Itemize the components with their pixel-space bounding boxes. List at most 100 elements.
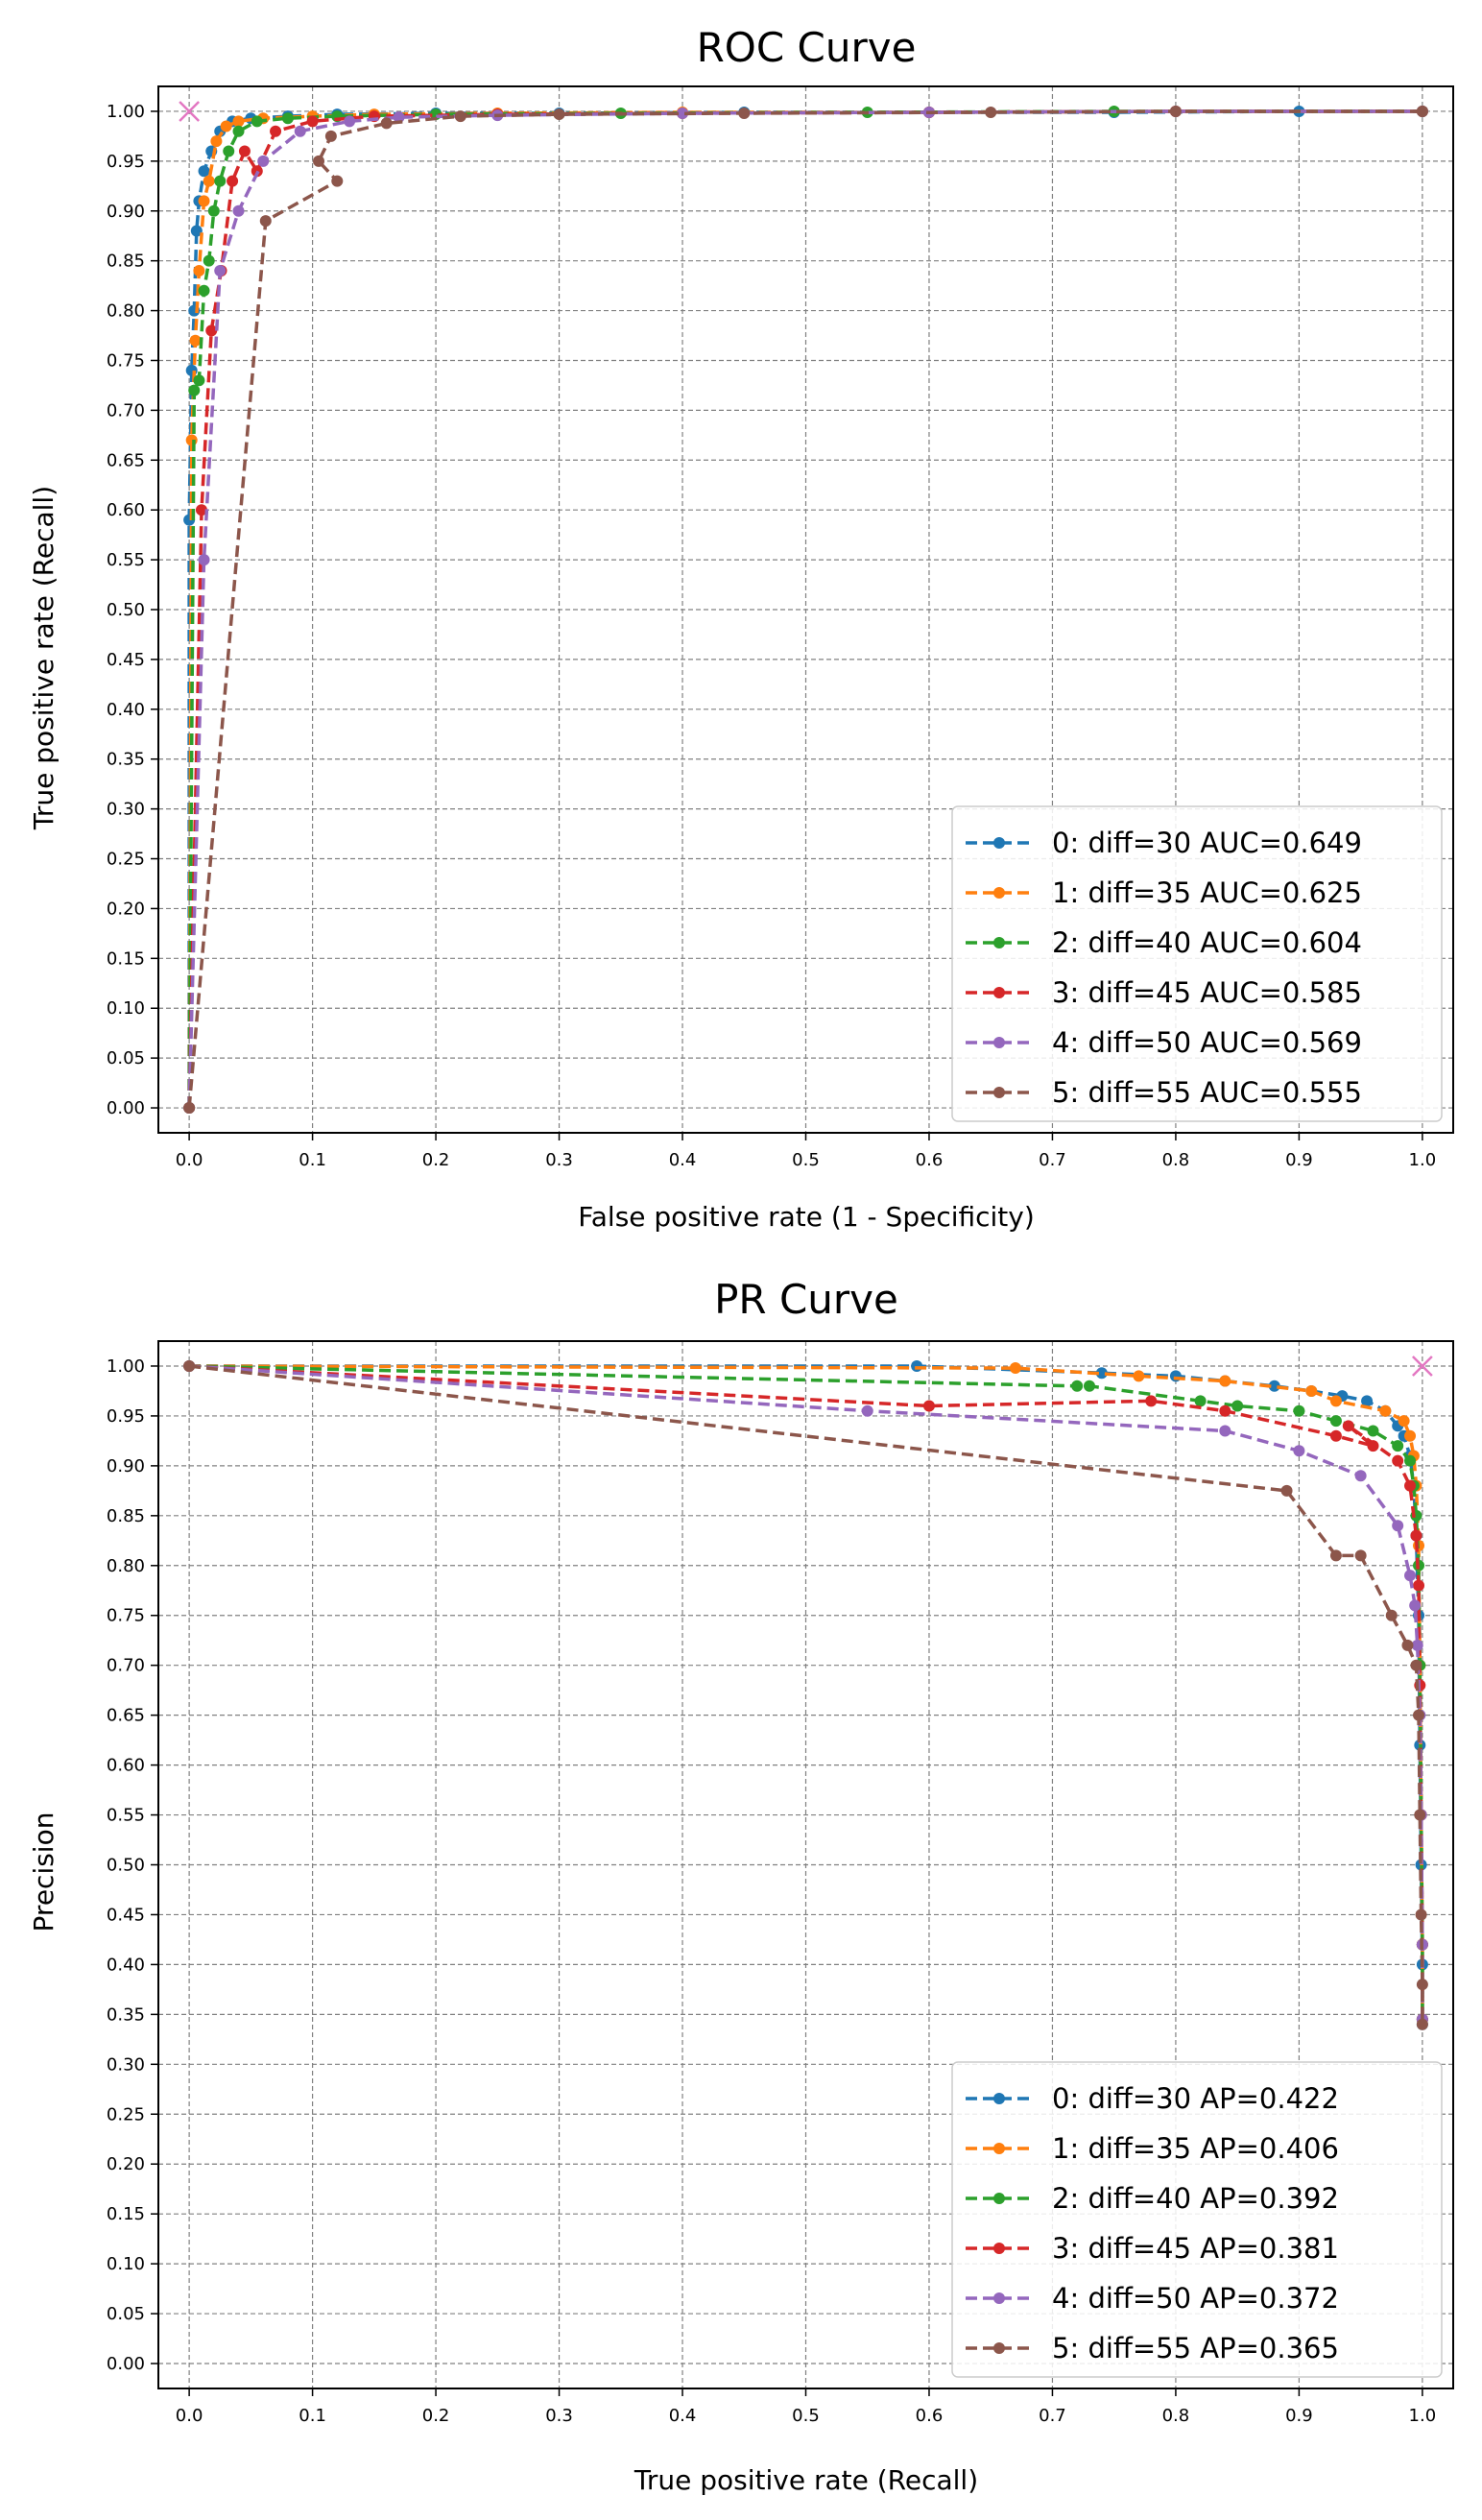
pr-legend-box bbox=[951, 2061, 1443, 2378]
pr-y-tick-label: 0.15 bbox=[107, 2204, 145, 2224]
roc-y-tick-label: 0.50 bbox=[107, 600, 145, 620]
roc-series-1-point bbox=[232, 115, 245, 128]
pr-chart: PR Curve True positive rate (Recall) Pre… bbox=[28, 1276, 1454, 2496]
roc-x-axis-label: False positive rate (1 - Specificity) bbox=[578, 1201, 1035, 1233]
roc-series-5-point bbox=[331, 175, 344, 187]
pr-series-5-point bbox=[183, 1359, 196, 1372]
pr-series-1-point bbox=[1379, 1404, 1392, 1417]
pr-series-2-point bbox=[1329, 1415, 1342, 1428]
roc-y-tick-label: 0.10 bbox=[107, 998, 145, 1019]
roc-plot-frame bbox=[157, 85, 1454, 1134]
roc-series-1-point bbox=[185, 434, 198, 446]
roc-x-tick-label: 0.7 bbox=[1039, 1150, 1066, 1170]
roc-series-5-point bbox=[738, 108, 751, 120]
pr-series-3-point bbox=[1404, 1479, 1417, 1492]
pr-series-2-point bbox=[1367, 1425, 1379, 1437]
roc-series-2-point bbox=[214, 175, 227, 187]
roc-y-tick-label: 0.30 bbox=[107, 800, 145, 820]
pr-series-1-point bbox=[1219, 1375, 1231, 1387]
roc-x-tick-label: 0.2 bbox=[422, 1150, 450, 1170]
pr-x-tick-label: 0.2 bbox=[422, 2406, 450, 2426]
pr-legend-label-5: 5: diff=55 AP=0.365 bbox=[1052, 2332, 1339, 2364]
pr-x-tick-label: 0.6 bbox=[916, 2406, 944, 2426]
pr-legend-marker-2 bbox=[993, 2193, 1005, 2204]
pr-y-tick-label: 0.85 bbox=[107, 1506, 145, 1526]
pr-optimum-marker bbox=[1411, 1356, 1433, 1377]
pr-series-4-point bbox=[1411, 1639, 1423, 1651]
pr-legend-label-2: 2: diff=40 AP=0.392 bbox=[1052, 2182, 1339, 2215]
roc-y-tick-label: 0.20 bbox=[107, 899, 145, 919]
roc-x-tick-label: 0.0 bbox=[176, 1150, 203, 1170]
roc-y-tick-label: 0.05 bbox=[107, 1048, 145, 1068]
roc-x-tick-label: 1.0 bbox=[1409, 1150, 1437, 1170]
roc-series-4-point bbox=[214, 265, 227, 277]
roc-optimum-marker-stroke bbox=[179, 101, 201, 122]
pr-plot-frame bbox=[157, 1340, 1454, 2389]
roc-series-line-2 bbox=[187, 109, 1422, 1109]
pr-y-tick-label: 0.40 bbox=[107, 1955, 145, 1975]
pr-chart-title: PR Curve bbox=[714, 1276, 898, 1323]
pr-series-0-point bbox=[1361, 1395, 1374, 1407]
pr-series-line-5 bbox=[188, 1364, 1424, 2025]
roc-legend-box bbox=[951, 805, 1443, 1122]
pr-series-1-point bbox=[1305, 1384, 1318, 1397]
roc-legend-marker-3 bbox=[993, 987, 1005, 998]
roc-series-5-point bbox=[380, 117, 393, 130]
pr-y-tick-label: 0.00 bbox=[107, 2354, 145, 2374]
roc-series-1-point bbox=[198, 195, 210, 207]
roc-legend-marker-1 bbox=[993, 887, 1005, 899]
roc-chart: ROC Curve False positive rate (1 - Speci… bbox=[28, 24, 1454, 1233]
pr-y-tick-label: 0.70 bbox=[107, 1656, 145, 1676]
roc-series-3-point bbox=[270, 125, 282, 137]
pr-series-4-point bbox=[1293, 1445, 1305, 1457]
pr-series-4-point bbox=[1219, 1425, 1231, 1437]
pr-series-4-point bbox=[1354, 1470, 1367, 1482]
roc-y-tick-label: 0.25 bbox=[107, 850, 145, 870]
pr-series-4-point bbox=[1409, 1599, 1422, 1612]
pr-y-tick-label: 0.05 bbox=[107, 2304, 145, 2324]
pr-y-tick-label: 0.25 bbox=[107, 2104, 145, 2124]
pr-series-2-point bbox=[1083, 1380, 1095, 1392]
roc-series-2-point bbox=[193, 374, 205, 387]
roc-y-tick-label: 0.95 bbox=[107, 152, 145, 172]
roc-series-4-point bbox=[257, 155, 270, 167]
roc-series-3-point bbox=[306, 115, 319, 128]
pr-series-3-point bbox=[1219, 1404, 1231, 1417]
pr-legend: 0: diff=30 AP=0.422 1: diff=35 AP=0.406 2:… bbox=[951, 2061, 1443, 2378]
roc-x-tick-label: 0.9 bbox=[1285, 1150, 1313, 1170]
pr-x-tick-label: 0.9 bbox=[1285, 2406, 1313, 2426]
pr-x-tick-label: 0.0 bbox=[176, 2406, 203, 2426]
pr-y-tick-label: 0.95 bbox=[107, 1406, 145, 1427]
roc-series-2-point bbox=[188, 384, 201, 396]
pr-series-1-point bbox=[1009, 1362, 1021, 1375]
roc-legend-marker-0 bbox=[993, 837, 1005, 849]
pr-series-4-point bbox=[861, 1404, 873, 1417]
roc-series-4-point bbox=[344, 115, 356, 128]
pr-legend-marker-5 bbox=[993, 2342, 1005, 2354]
pr-y-tick-label: 0.75 bbox=[107, 1606, 145, 1626]
pr-legend-marker-1 bbox=[993, 2143, 1005, 2154]
pr-y-tick-label: 0.80 bbox=[107, 1556, 145, 1576]
pr-legend-label-3: 3: diff=45 AP=0.381 bbox=[1052, 2232, 1339, 2265]
pr-x-tick-label: 0.4 bbox=[669, 2406, 697, 2426]
pr-series-3-point bbox=[1413, 1579, 1425, 1592]
pr-x-tick-label: 0.3 bbox=[545, 2406, 573, 2426]
roc-y-tick-label: 0.75 bbox=[107, 350, 145, 371]
roc-x-tick-label: 0.8 bbox=[1162, 1150, 1190, 1170]
pr-series-3-point bbox=[922, 1400, 935, 1412]
pr-series-1-point bbox=[1133, 1370, 1145, 1382]
roc-series-5-point bbox=[324, 130, 337, 142]
pr-y-axis-label: Precision bbox=[28, 1812, 60, 1932]
pr-series-3-point bbox=[1392, 1454, 1404, 1467]
pr-x-tick-label: 0.1 bbox=[299, 2406, 326, 2426]
pr-series-5-point bbox=[1416, 1979, 1428, 1991]
pr-x-tick-label: 1.0 bbox=[1409, 2406, 1437, 2426]
pr-series-4-point bbox=[1404, 1570, 1417, 1582]
pr-series-2-point bbox=[1404, 1454, 1417, 1467]
pr-series-2-point bbox=[1293, 1404, 1305, 1417]
pr-series-5-point bbox=[1410, 1659, 1422, 1671]
roc-series-3-point bbox=[195, 504, 207, 516]
pr-series-3-point bbox=[1145, 1395, 1158, 1407]
pr-legend-marker-0 bbox=[993, 2093, 1005, 2104]
